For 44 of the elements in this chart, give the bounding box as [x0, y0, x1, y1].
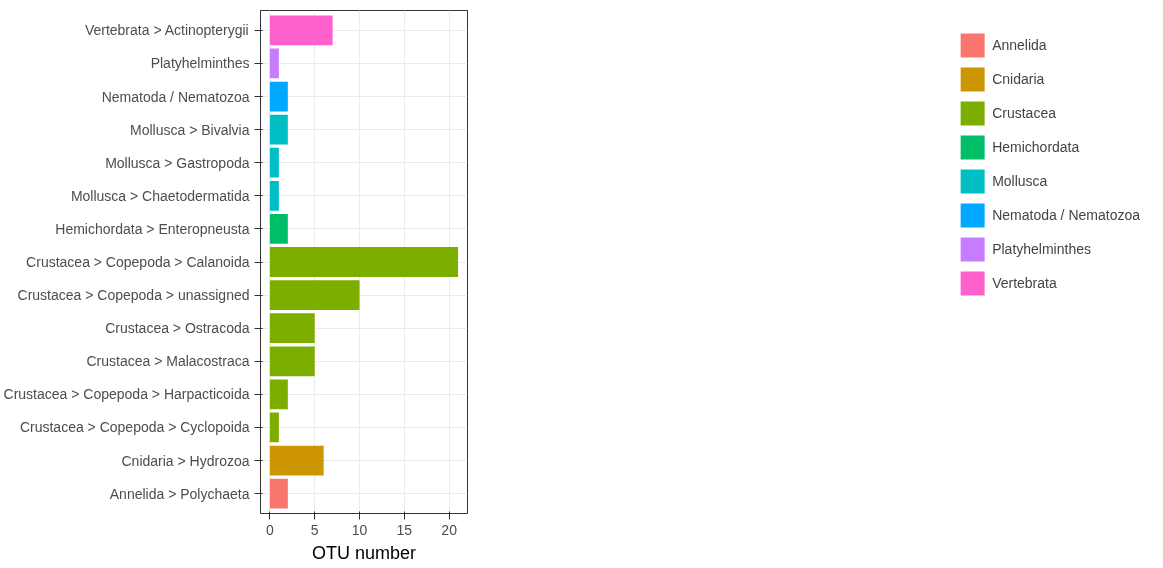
y-tick-label: Crustacea > Copepoda > Cyclopoida: [19, 419, 250, 436]
legend-label: Mollusca: [992, 173, 1048, 189]
y-tick-label: Nematoda / Nematozoa: [101, 88, 250, 105]
bar: [269, 180, 279, 211]
y-tick-label: Platyhelminthes: [150, 55, 250, 72]
bar: [269, 412, 279, 443]
bar: [269, 81, 288, 112]
bar: [269, 280, 360, 310]
legend-label: Cnidaria: [992, 71, 1045, 87]
y-tick-label: Annelida > Polychaeta: [109, 485, 250, 502]
bar: [269, 379, 288, 410]
bar: [269, 346, 315, 377]
legend-label: Platyhelminthes: [992, 241, 1091, 257]
legend-label: Vertebrata: [992, 275, 1057, 291]
bar: [269, 48, 279, 79]
y-tick-label: Crustacea > Copepoda > Harpacticoida: [3, 386, 250, 403]
y-tick-label: Mollusca > Chaetodermatida: [70, 187, 250, 204]
x-axis-title: OTU number: [311, 542, 417, 563]
bar: [269, 478, 288, 509]
bar: [269, 247, 459, 277]
y-tick-label: Crustacea > Copepoda > unassigned: [17, 287, 250, 304]
x-tick-label: 10: [351, 521, 368, 538]
legend-label: Crustacea: [992, 105, 1056, 121]
y-tick-label: Crustacea > Copepoda > Calanoida: [26, 254, 250, 270]
legend-label: Nematoda / Nematozoa: [992, 207, 1140, 223]
y-tick-label: Crustacea > Ostracoda: [105, 320, 250, 337]
y-tick-label: Mollusca > Bivalvia: [130, 121, 250, 138]
y-tick-label: Crustacea > Malacostraca: [86, 353, 250, 370]
legend-label: Hemichordata: [992, 139, 1080, 155]
x-tick-label: 20: [441, 521, 458, 538]
y-tick-label: Hemichordata > Enteropneusta: [55, 220, 250, 237]
x-tick-label: 15: [396, 521, 413, 538]
y-tick-label: Mollusca > Gastropoda: [105, 154, 250, 171]
x-tick-label: 0: [266, 521, 275, 538]
y-tick-label: Vertebrata > Actinopterygii: [84, 22, 249, 39]
bar: [269, 114, 288, 145]
legend-label: Annelida: [992, 37, 1047, 53]
x-tick-label: 5: [310, 521, 319, 538]
bar: [269, 313, 315, 344]
y-tick-label: Cnidaria > Hydrozoa: [121, 452, 250, 469]
bar: [269, 147, 279, 178]
bar: [269, 15, 333, 46]
bar: [269, 445, 324, 476]
bar: [269, 214, 288, 244]
